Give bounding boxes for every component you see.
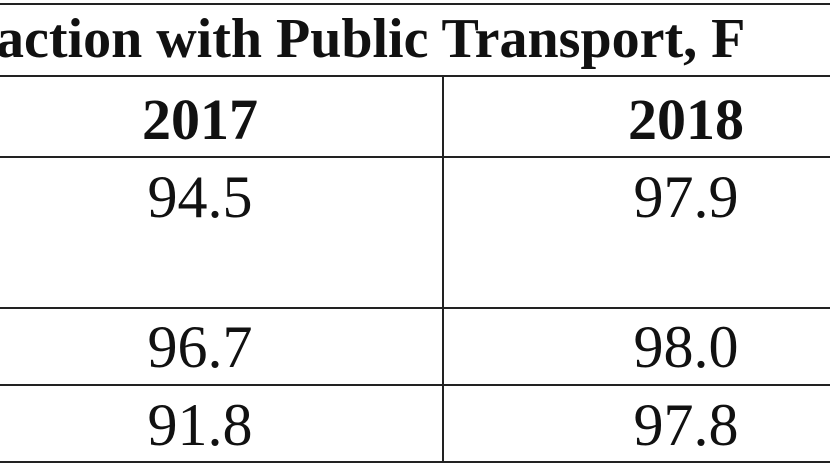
table-title: action with Public Transport, F	[0, 8, 746, 70]
border	[0, 384, 830, 386]
table-cell: 96.7	[147, 314, 253, 380]
table-cell: 97.8	[633, 392, 739, 458]
column-divider	[442, 75, 444, 463]
column-header: 2018	[628, 87, 744, 152]
table-cell: 91.8	[147, 392, 253, 458]
table-cell: 98.0	[633, 314, 739, 380]
column-header: 2017	[142, 87, 258, 152]
border	[0, 307, 830, 309]
border	[0, 461, 830, 463]
table-cell: 94.5	[147, 164, 253, 230]
border	[0, 156, 830, 158]
table-cell: 97.9	[633, 164, 739, 230]
border	[0, 3, 830, 5]
border	[0, 75, 830, 77]
